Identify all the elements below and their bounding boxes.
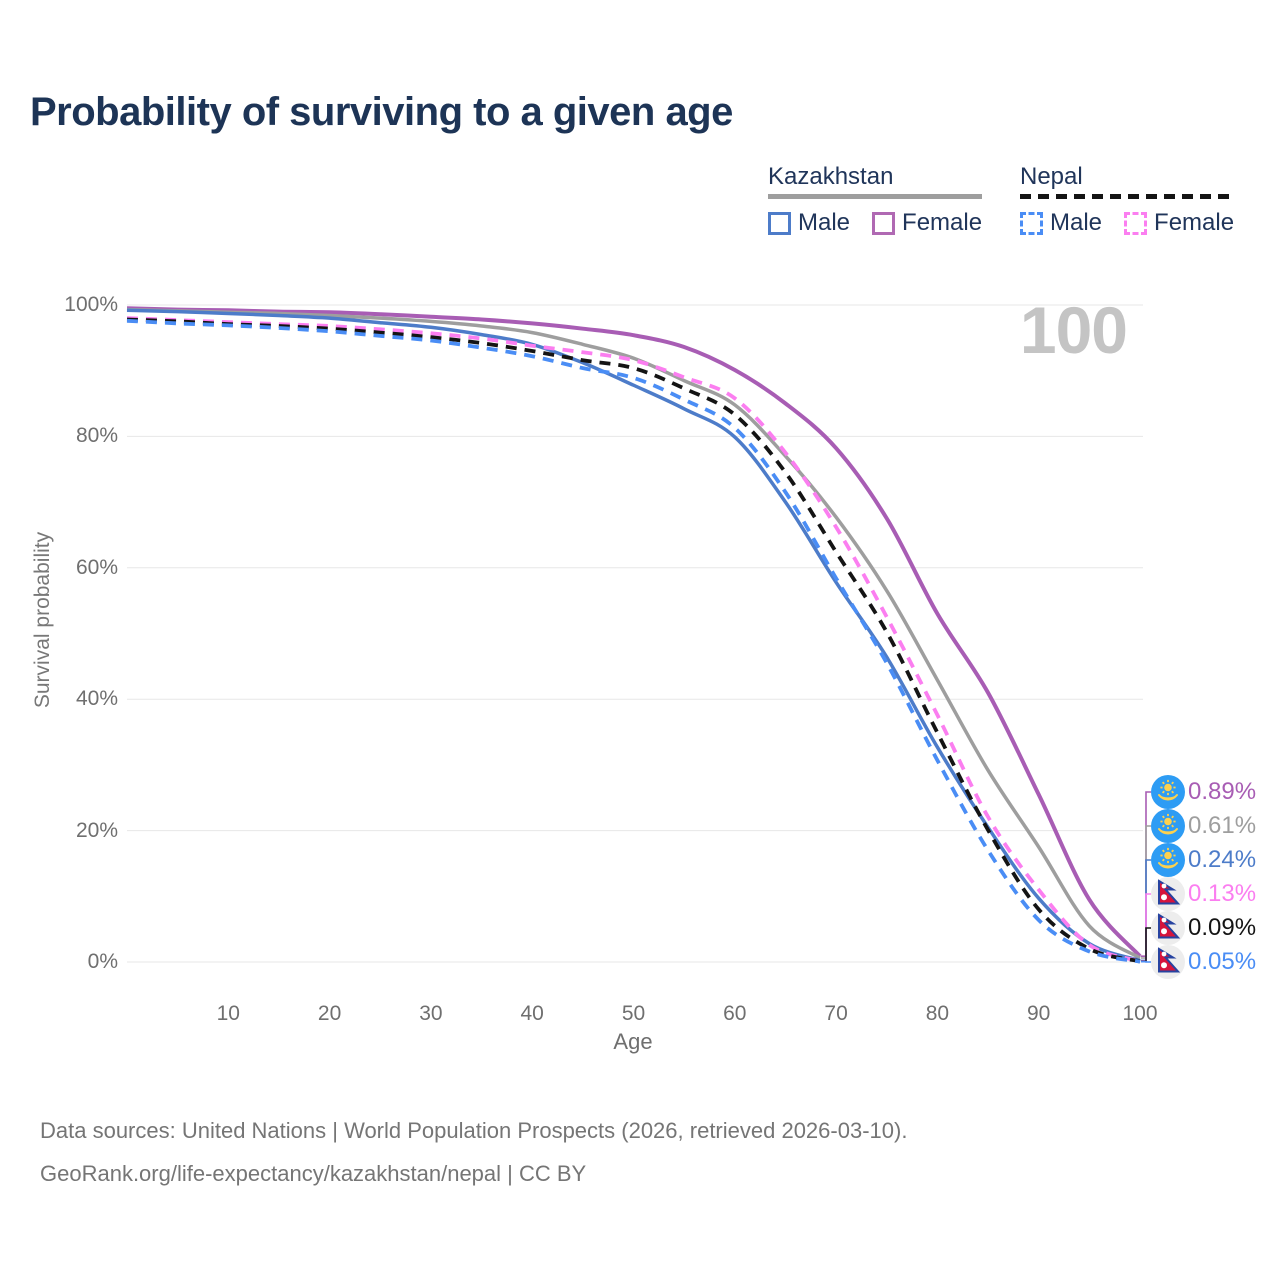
legend-underline-solid	[768, 194, 983, 199]
x-tick-label: 50	[621, 1002, 646, 1025]
legend-item-kazakhstan-female[interactable]: Female	[872, 209, 982, 237]
series-line-nepal-male[interactable]	[126, 318, 1141, 964]
x-tick-label: 20	[317, 1002, 342, 1025]
legend-item-kazakhstan-male[interactable]: Male	[768, 209, 850, 237]
series-line-kazakhstan-female[interactable]	[126, 306, 1142, 958]
kazakhstan-male-swatch-icon	[768, 211, 791, 235]
footer-source-line: Data sources: United Nations | World Pop…	[40, 1118, 908, 1143]
y-tick-label: 100%	[64, 293, 118, 316]
end-value-label-nepal-both-sexes: 0.09%	[1188, 914, 1257, 941]
y-tick-label: 20%	[75, 818, 118, 842]
end-value-label-kazakhstan-both-sexes: 0.61%	[1188, 812, 1257, 839]
y-tick-label: 60%	[75, 555, 118, 579]
series-line-kazakhstan-both-sexes[interactable]	[126, 307, 1141, 960]
page-title: Probability of surviving to a given age	[30, 90, 733, 134]
x-tick-label: 40	[520, 1002, 544, 1025]
legend-item-label: Female	[1154, 209, 1235, 236]
x-tick-label: 100	[1122, 1002, 1158, 1025]
footer-attribution-line: GeoRank.org/life-expectancy/kazakhstan/n…	[40, 1161, 587, 1186]
nepal-flag-icon	[1151, 911, 1185, 945]
kazakhstan-flag-icon	[1151, 809, 1185, 843]
nepal-flag-icon	[1151, 945, 1185, 979]
legend-item-nepal-female[interactable]: Female	[1124, 209, 1234, 237]
x-tick-label: 70	[824, 1002, 848, 1025]
legend-item-nepal-male[interactable]: Male	[1020, 209, 1102, 237]
legend-group-nepal: Nepal Male Female	[1020, 163, 1235, 237]
legend-group-kazakhstan: Kazakhstan Male Female	[768, 163, 983, 237]
y-tick-label: 80%	[75, 424, 118, 448]
legend-group-title-kazakhstan: Kazakhstan	[768, 163, 894, 190]
kazakhstan-flag-icon	[1151, 775, 1185, 809]
y-tick-label: 40%	[75, 687, 118, 711]
end-value-label-nepal-male: 0.05%	[1188, 948, 1257, 975]
footer: Data sources: United Nations | World Pop…	[40, 1109, 907, 1195]
legend-item-label: Female	[902, 209, 983, 236]
legend-item-label: Male	[1050, 209, 1103, 236]
y-tick-label: 0%	[87, 950, 118, 973]
legend-underline-dashed	[1020, 194, 1235, 199]
nepal-male-swatch-icon	[1020, 211, 1043, 235]
x-tick-label: 80	[925, 1002, 950, 1025]
legend: Kazakhstan Male Female Nepal Male	[0, 163, 1280, 243]
nepal-female-swatch-icon	[1124, 211, 1148, 235]
survival-curve-plot	[126, 304, 1185, 979]
x-axis-title: Age	[613, 1029, 653, 1054]
legend-group-title-nepal: Nepal	[1020, 163, 1083, 190]
x-tick-label: 90	[1027, 1002, 1051, 1025]
series-line-nepal-both-sexes[interactable]	[126, 317, 1141, 964]
kazakhstan-female-swatch-icon	[872, 211, 896, 235]
kazakhstan-flag-icon	[1151, 843, 1185, 877]
nepal-flag-icon	[1151, 877, 1185, 911]
x-tick-label: 10	[216, 1002, 240, 1025]
end-value-label-nepal-female: 0.13%	[1188, 880, 1257, 907]
series-line-nepal-female[interactable]	[126, 316, 1141, 963]
series-line-kazakhstan-male[interactable]	[126, 308, 1141, 963]
x-tick-label: 60	[723, 1002, 747, 1025]
end-value-label-kazakhstan-male: 0.24%	[1188, 846, 1257, 873]
x-tick-label: 30	[419, 1002, 443, 1025]
legend-item-label: Male	[798, 209, 851, 236]
end-value-label-kazakhstan-female: 0.89%	[1188, 778, 1257, 805]
